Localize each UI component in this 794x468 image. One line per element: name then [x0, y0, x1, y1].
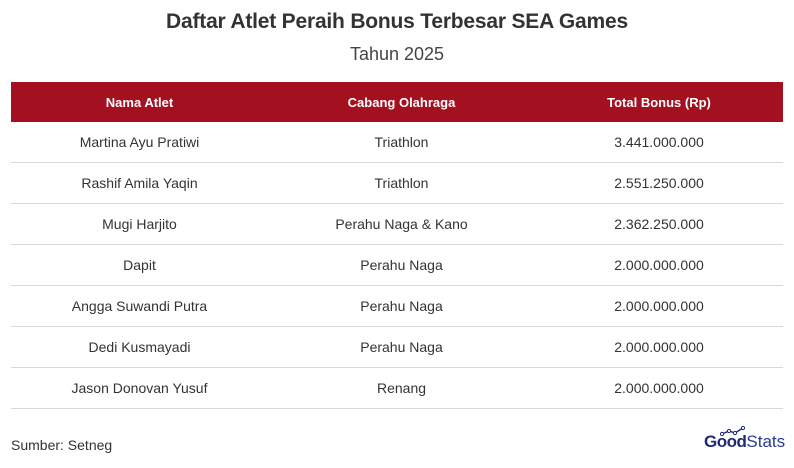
cell-sport: Renang: [376, 380, 427, 396]
page-subtitle: Tahun 2025: [349, 44, 445, 64]
cell-sport: Perahu Naga & Kano: [335, 216, 468, 232]
cell-name: Dedi Kusmayadi: [88, 339, 191, 355]
source-note: Sumber: Setneg: [11, 437, 113, 453]
column-header-bonus: Total Bonus (Rp): [607, 94, 711, 110]
bonus-table: Nama Atlet Cabang Olahraga Total Bonus (…: [11, 82, 783, 409]
cell-sport: Perahu Naga: [360, 257, 443, 273]
table-row: Dedi Kusmayadi Perahu Naga 2.000.000.000: [11, 327, 783, 368]
cell-name: Jason Donovan Yusuf: [71, 380, 208, 396]
cell-name: Angga Suwandi Putra: [71, 298, 208, 314]
cell-bonus: 2.000.000.000: [614, 339, 704, 355]
cell-name: Mugi Harjito: [102, 216, 177, 232]
table-row: Martina Ayu Pratiwi Triathlon 3.441.000.…: [11, 122, 783, 163]
cell-bonus: 2.551.250.000: [614, 175, 704, 191]
table-row: Angga Suwandi Putra Perahu Naga 2.000.00…: [11, 286, 783, 327]
trend-line-icon: [720, 426, 746, 436]
cell-bonus: 2.362.250.000: [614, 216, 704, 232]
cell-bonus: 3.441.000.000: [614, 134, 704, 150]
cell-bonus: 2.000.000.000: [614, 257, 704, 273]
goodstats-logo: Good Stats: [704, 426, 786, 452]
table-header: Nama Atlet Cabang Olahraga Total Bonus (…: [11, 82, 783, 122]
cell-sport: Perahu Naga: [360, 298, 443, 314]
cell-bonus: 2.000.000.000: [614, 380, 704, 396]
cell-sport: Triathlon: [374, 175, 429, 191]
cell-sport: Triathlon: [374, 134, 429, 150]
cell-name: Martina Ayu Pratiwi: [79, 134, 200, 150]
cell-name: Dapit: [123, 257, 156, 273]
table-row: Rashif Amila Yaqin Triathlon 2.551.250.0…: [11, 163, 783, 204]
page-title: Daftar Atlet Peraih Bonus Terbesar SEA G…: [166, 10, 628, 33]
column-header-name: Nama Atlet: [105, 94, 174, 110]
logo-text-stats: Stats: [746, 432, 786, 451]
table-row: Jason Donovan Yusuf Renang 2.000.000.000: [11, 368, 783, 409]
logo-text-good: Good: [704, 432, 747, 451]
cell-sport: Perahu Naga: [360, 339, 443, 355]
column-header-sport: Cabang Olahraga: [347, 94, 456, 110]
table-row: Dapit Perahu Naga 2.000.000.000: [11, 245, 783, 286]
cell-name: Rashif Amila Yaqin: [81, 175, 198, 191]
table-row: Mugi Harjito Perahu Naga & Kano 2.362.25…: [11, 204, 783, 245]
cell-bonus: 2.000.000.000: [614, 298, 704, 314]
